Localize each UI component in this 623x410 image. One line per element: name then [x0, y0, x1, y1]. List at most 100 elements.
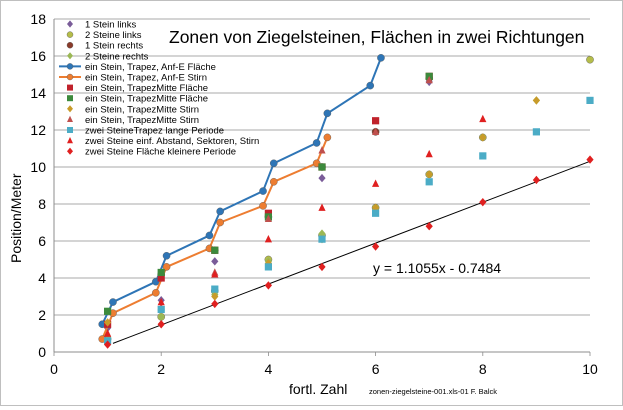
data-point: [532, 96, 540, 105]
legend-label: zwei Steine einf. Abstand, Sektoren, Sti…: [85, 136, 259, 147]
data-point: [162, 251, 171, 260]
y-tick-label: 12: [30, 122, 46, 138]
data-point: [479, 197, 487, 207]
data-point: [372, 209, 380, 217]
data-point: [211, 285, 219, 293]
y-tick-label: 6: [38, 233, 46, 249]
legend-entry: ein Stein, TrapezMitte Fläche: [67, 94, 208, 105]
legend-label: zwei SteineTrapez lange Periode: [85, 126, 224, 137]
data-point: [104, 329, 112, 337]
data-point: [152, 288, 160, 297]
trendline-line: [112, 160, 591, 344]
data-point: [264, 281, 272, 290]
legend-label: ein Stein, TrapezMitte Stirn: [85, 104, 199, 115]
legend-label: ein Stein, TrapezMitte Stirn: [85, 115, 199, 126]
series-line: [101, 57, 382, 325]
data-point: [532, 175, 540, 185]
data-point: [104, 340, 112, 349]
data-point: [67, 105, 73, 113]
legend-entry: ein Stein, Trapez, Anf-E Fläche: [59, 62, 216, 73]
data-point: [425, 222, 433, 231]
series-12: [104, 155, 594, 349]
axes: 0 2 4 6 8 10 12 14 16 18 0 2 4 6 8 10: [30, 11, 598, 377]
data-point: [162, 263, 171, 271]
data-point: [104, 307, 112, 315]
data-point: [104, 318, 112, 327]
data-point: [264, 259, 272, 268]
series-11: [104, 114, 487, 337]
data-point: [67, 52, 73, 60]
data-point: [216, 218, 224, 227]
data-point: [264, 214, 272, 222]
data-point: [211, 246, 219, 254]
data-point: [211, 292, 219, 301]
data-point: [318, 262, 326, 272]
series-5: [98, 133, 332, 343]
y-tick-label: 0: [38, 344, 46, 360]
data-point: [157, 268, 165, 277]
data-point: [211, 270, 219, 278]
legend-entry: ein Stein, TrapezMitte Fläche: [67, 83, 208, 94]
x-tick-label: 6: [372, 361, 380, 377]
data-point: [264, 209, 272, 217]
legend-label: ein Stein, TrapezMitte Fläche: [85, 94, 208, 105]
x-tick-label: 8: [479, 361, 487, 377]
footnote: zonen-ziegelsteine-001.xls-01 F. Balck: [369, 387, 497, 396]
data-point: [216, 207, 224, 216]
legend-label: 1 Stein rechts: [85, 41, 143, 52]
legend-entry: zwei SteineTrapez lange Periode: [67, 126, 224, 137]
y-tick-label: 14: [30, 85, 46, 101]
data-point: [66, 73, 74, 81]
legend-entry: zwei Steine einf. Abstand, Sektoren, Sti…: [67, 136, 259, 147]
data-point: [377, 54, 385, 62]
legend-label: ein Stein, Trapez, Anf-E Stirn: [85, 73, 207, 84]
data-point: [425, 178, 433, 186]
legend-entry: zwei Steine Fläche kleinere Periode: [67, 147, 236, 158]
series-line: [101, 137, 329, 340]
legend-entry: ein Stein, TrapezMitte Stirn: [67, 115, 199, 126]
legend-entry: 1 Stein rechts: [66, 41, 143, 52]
data-point: [264, 234, 272, 243]
legend-entry: 2 Steine rechts: [67, 51, 149, 62]
data-point: [318, 235, 326, 243]
trendline: [112, 160, 591, 344]
data-point: [157, 320, 165, 329]
data-point: [318, 163, 326, 171]
y-tick-label: 4: [38, 270, 46, 286]
y-tick-label: 16: [30, 48, 46, 64]
data-point: [425, 149, 433, 158]
data-point: [264, 263, 272, 271]
data-point: [67, 147, 73, 155]
legend-entry: 1 Stein links: [67, 20, 136, 31]
data-point: [586, 155, 594, 164]
data-point: [425, 170, 433, 179]
data-point: [269, 177, 278, 186]
legend-label: 1 Stein links: [85, 20, 136, 31]
data-point: [157, 312, 165, 322]
data-point: [157, 305, 165, 314]
data-point: [366, 81, 375, 90]
data-point: [318, 146, 326, 154]
x-axis-label: fortl. Zahl: [289, 381, 347, 397]
data-point: [67, 20, 73, 28]
data-point: [66, 63, 74, 70]
x-tick-label: 4: [265, 361, 273, 377]
data-point: [479, 133, 487, 142]
legend-label: ein Stein, TrapezMitte Fläche: [85, 83, 208, 94]
data-point: [211, 257, 219, 266]
data-point: [372, 127, 380, 136]
series-layer: [98, 54, 594, 349]
data-point: [205, 231, 214, 240]
chart-title: Zonen von Ziegelsteinen, Flächen in zwei…: [169, 27, 584, 47]
data-point: [586, 96, 594, 104]
data-point: [157, 297, 165, 306]
data-point: [67, 127, 73, 133]
legend-label: zwei Steine Fläche kleinere Periode: [85, 147, 236, 158]
data-point: [109, 298, 117, 306]
data-point: [532, 128, 540, 136]
data-point: [67, 84, 73, 91]
data-point: [372, 179, 380, 187]
